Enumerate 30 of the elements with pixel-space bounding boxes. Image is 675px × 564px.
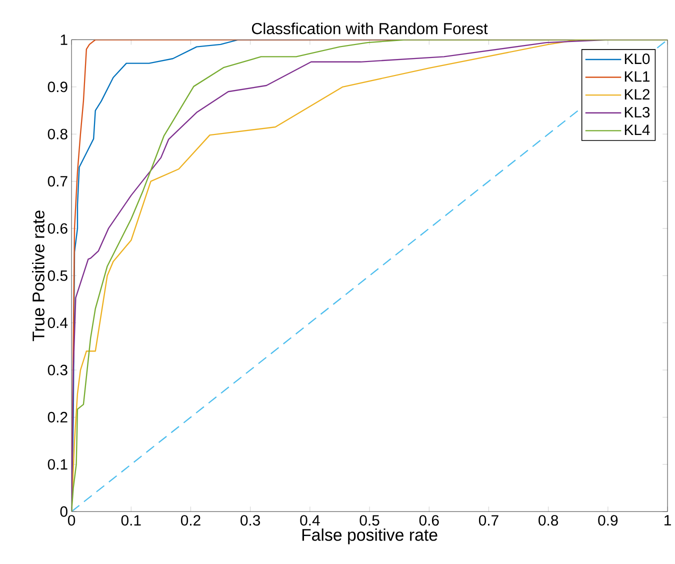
x-tick-label: 0.7 bbox=[478, 514, 498, 526]
x-tick-label: 0.4 bbox=[300, 514, 320, 526]
x-tick-label: 0 bbox=[68, 514, 76, 526]
y-tick-label: 0.7 bbox=[48, 176, 68, 186]
legend-label: KL2 bbox=[624, 88, 650, 100]
x-axis-title: False positive rate bbox=[302, 528, 438, 544]
x-tick-label: 0.3 bbox=[240, 514, 260, 526]
x-tick-label: 0.5 bbox=[360, 514, 380, 526]
x-tick-label: 1 bbox=[664, 514, 671, 526]
y-tick-label: 0.6 bbox=[48, 223, 68, 234]
y-tick-label: 0.3 bbox=[48, 364, 68, 376]
x-tick-label: 0.8 bbox=[538, 514, 558, 526]
y-axis-title: True Positive rate bbox=[32, 210, 44, 342]
x-tick-label: 0.6 bbox=[419, 514, 439, 526]
legend-label: KL0 bbox=[624, 53, 650, 64]
y-tick-label: 0 bbox=[60, 506, 68, 517]
y-tick-label: 0.1 bbox=[48, 459, 68, 470]
y-tick-label: 0.8 bbox=[48, 128, 68, 140]
y-tick-label: 0.2 bbox=[48, 412, 68, 422]
y-tick-label: 0.4 bbox=[48, 317, 68, 328]
legend-label: KL3 bbox=[624, 106, 650, 118]
y-tick-label: 0.5 bbox=[48, 270, 68, 281]
x-tick-label: 0.1 bbox=[121, 514, 141, 526]
y-tick-label: 0.9 bbox=[48, 82, 68, 92]
x-tick-label: 0.9 bbox=[598, 514, 618, 526]
y-tick-label: 1 bbox=[60, 34, 68, 45]
legend-label: KL1 bbox=[624, 71, 650, 82]
chart-title: Classfication with Random Forest bbox=[252, 22, 488, 34]
x-tick-label: 0.2 bbox=[180, 514, 200, 526]
legend-label: KL4 bbox=[624, 124, 650, 135]
